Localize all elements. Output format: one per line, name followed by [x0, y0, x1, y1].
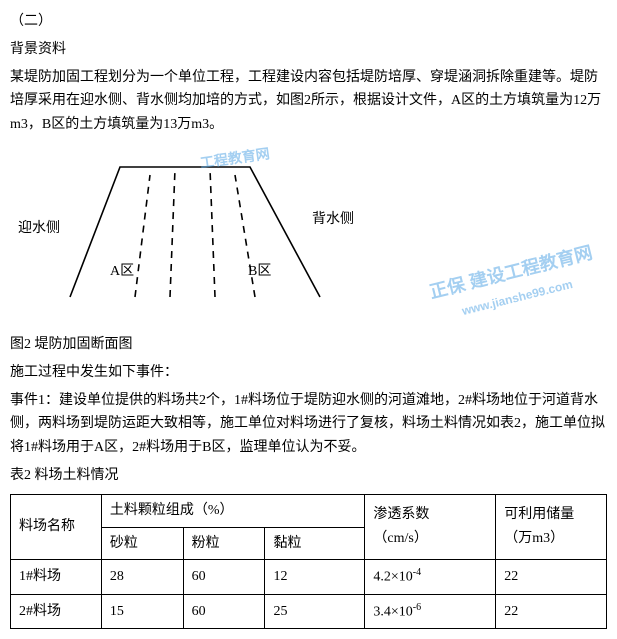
col-sand: 砂粒 [101, 527, 183, 560]
cross-section-diagram: 迎水侧 背水侧 A区 B区 [10, 147, 390, 317]
table-row: 1#料场 28 60 12 4.2×10-4 22 [11, 560, 607, 594]
dash-line-3 [210, 169, 215, 297]
perm-base: 3.4×10 [373, 604, 412, 619]
label-upstream: 迎水侧 [18, 220, 60, 236]
col-perm-unit: （cm/s） [373, 531, 427, 546]
cell-clay: 25 [265, 594, 365, 628]
cell-silt: 60 [183, 594, 265, 628]
label-zone-b: B区 [248, 263, 271, 279]
col-reserve: 可利用储量 （万m3） [496, 494, 607, 560]
diagram-container: 工程教育网 迎水侧 背水侧 A区 B区 正保 建设工程教育网 www.jians… [10, 147, 607, 327]
watermark-2-line1: 正保 建设工程教育网 [426, 238, 595, 308]
label-downstream: 背水侧 [312, 211, 354, 227]
dash-line-1 [135, 175, 150, 297]
cell-silt: 60 [183, 560, 265, 594]
cell-sand: 28 [101, 560, 183, 594]
col-reserve-unit: （万m3） [504, 531, 564, 546]
col-silt: 粉粒 [183, 527, 265, 560]
table-header-row-1: 料场名称 土料颗粒组成（%） 渗透系数 （cm/s） 可利用储量 （万m3） [11, 494, 607, 527]
section-number: （二） [10, 10, 607, 34]
diagram-outline [70, 167, 320, 297]
cell-sand: 15 [101, 594, 183, 628]
label-zone-a: A区 [110, 263, 134, 279]
figure-caption: 图2 堤防加固断面图 [10, 333, 607, 357]
col-perm-label: 渗透系数 [373, 507, 429, 522]
watermark-2-line2: www.jianshe99.com [434, 267, 601, 327]
col-clay: 黏粒 [265, 527, 365, 560]
cell-reserve: 22 [496, 594, 607, 628]
event-1: 事件1：建设单位提供的料场共2个，1#料场位于堤防迎水侧的河道滩地，2#料场地位… [10, 389, 607, 460]
dash-line-2 [170, 169, 175, 297]
table-caption: 表2 料场土料情况 [10, 464, 607, 488]
background-title: 背景资料 [10, 38, 607, 62]
cell-name: 1#料场 [11, 560, 102, 594]
paragraph-1: 某堤防加固工程划分为一个单位工程，工程建设内容包括堤防培厚、穿堤涵洞拆除重建等。… [10, 66, 607, 137]
events-intro: 施工过程中发生如下事件： [10, 361, 607, 385]
table-row: 2#料场 15 60 25 3.4×10-6 22 [11, 594, 607, 628]
col-reserve-label: 可利用储量 [504, 507, 574, 522]
cell-perm: 3.4×10-6 [365, 594, 496, 628]
watermark-2: 正保 建设工程教育网 www.jianshe99.com [426, 238, 600, 328]
perm-base: 4.2×10 [373, 570, 412, 585]
cell-name: 2#料场 [11, 594, 102, 628]
col-composition: 土料颗粒组成（%） [101, 494, 365, 527]
col-perm: 渗透系数 （cm/s） [365, 494, 496, 560]
col-name: 料场名称 [11, 494, 102, 560]
perm-exp: -6 [413, 602, 421, 613]
cell-clay: 12 [265, 560, 365, 594]
cell-reserve: 22 [496, 560, 607, 594]
material-table: 料场名称 土料颗粒组成（%） 渗透系数 （cm/s） 可利用储量 （万m3） 砂… [10, 494, 607, 630]
cell-perm: 4.2×10-4 [365, 560, 496, 594]
perm-exp: -4 [413, 567, 421, 578]
